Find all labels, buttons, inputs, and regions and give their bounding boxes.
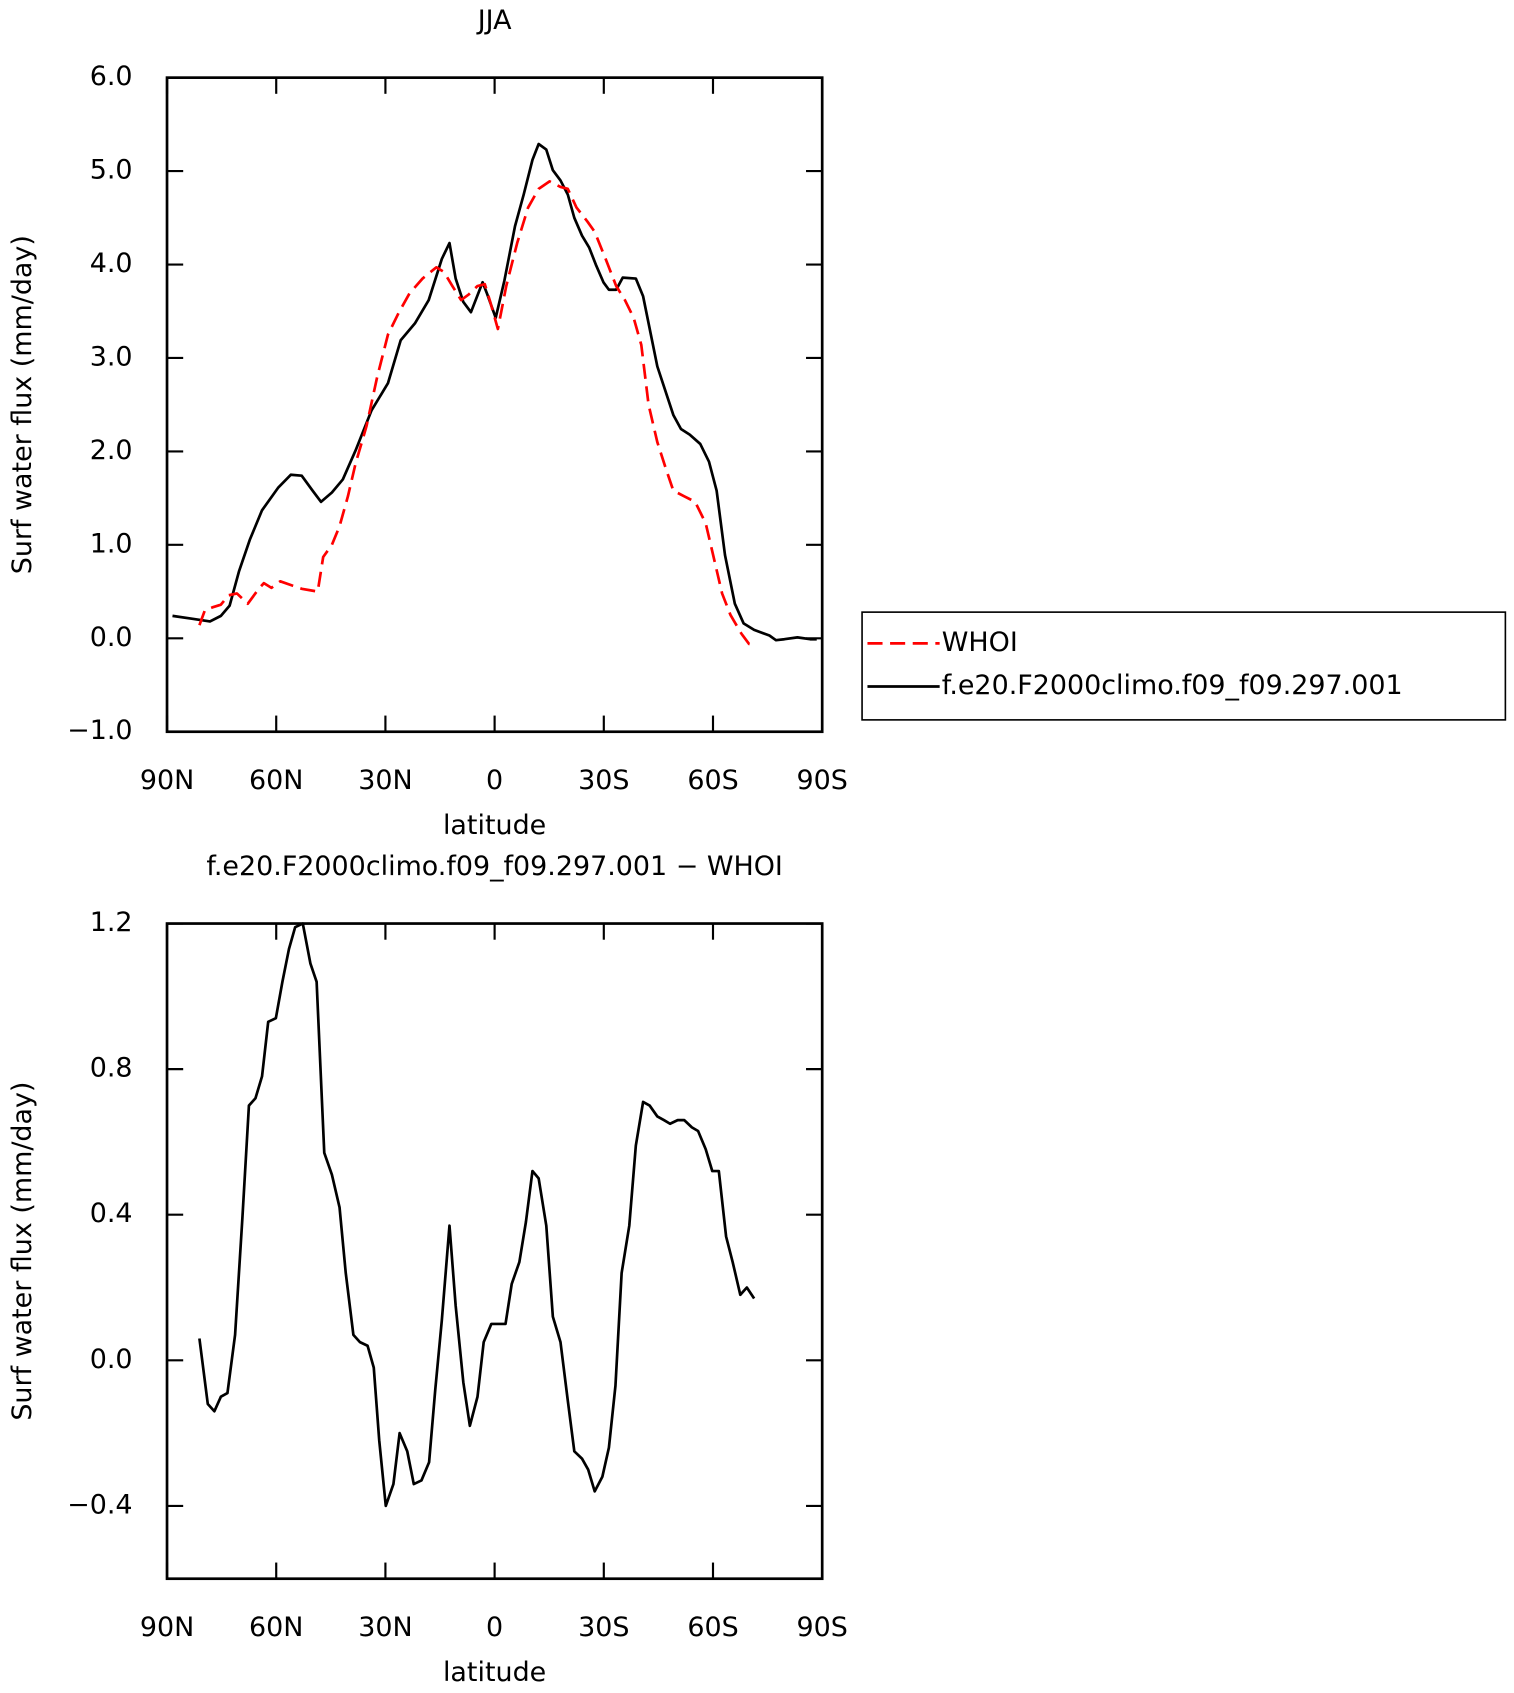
- x-tick-label: 60N: [249, 765, 303, 796]
- x-tick-label: 60S: [687, 765, 738, 796]
- x-tick-label: 30S: [578, 1612, 629, 1643]
- x-axis-label: latitude: [443, 1657, 546, 1688]
- y-tick-label: 0.0: [90, 1344, 133, 1375]
- x-tick-label: 0: [486, 765, 503, 796]
- x-tick-label: 90N: [140, 1612, 194, 1643]
- data-line: [198, 180, 755, 647]
- x-tick-label: 0: [486, 1612, 503, 1643]
- x-tick-label: 90S: [797, 765, 848, 796]
- x-tick-label: 90S: [797, 1612, 848, 1643]
- y-tick-label: 1.2: [90, 907, 133, 938]
- y-tick-label: 0.0: [90, 622, 133, 653]
- x-tick-label: 60N: [249, 1612, 303, 1643]
- chart-title: JJA: [476, 5, 512, 36]
- x-tick-label: 30N: [358, 765, 412, 796]
- y-tick-label: −0.4: [67, 1489, 132, 1520]
- y-tick-label: 6.0: [90, 61, 133, 92]
- y-tick-label: 2.0: [90, 435, 133, 466]
- legend-box: [861, 611, 1507, 721]
- y-tick-label: 3.0: [90, 341, 133, 372]
- y-tick-label: 0.8: [90, 1053, 133, 1084]
- y-tick-label: −1.0: [67, 715, 132, 746]
- plot-frame: [165, 922, 824, 1581]
- x-tick-label: 90N: [140, 765, 194, 796]
- y-tick-label: 4.0: [90, 248, 133, 279]
- data-line: [198, 922, 756, 1508]
- x-axis-label: latitude: [443, 810, 546, 841]
- x-tick-label: 30S: [578, 765, 629, 796]
- y-tick-label: 5.0: [90, 155, 133, 186]
- y-tick-label: 1.0: [90, 528, 133, 559]
- y-tick-label: 0.4: [90, 1198, 133, 1229]
- x-tick-label: 30N: [358, 1612, 412, 1643]
- chart-title: f.e20.F2000climo.f09_f09.297.001 − WHOI: [206, 851, 782, 882]
- legend-label: WHOI: [942, 627, 1018, 658]
- y-axis-label: Surf water flux (mm/day): [7, 1082, 38, 1421]
- legend-label: f.e20.F2000climo.f09_f09.297.001: [942, 670, 1403, 701]
- x-tick-label: 60S: [687, 1612, 738, 1643]
- plot-frame: [165, 76, 824, 734]
- data-line: [172, 142, 817, 642]
- y-axis-label: Surf water flux (mm/day): [7, 235, 38, 574]
